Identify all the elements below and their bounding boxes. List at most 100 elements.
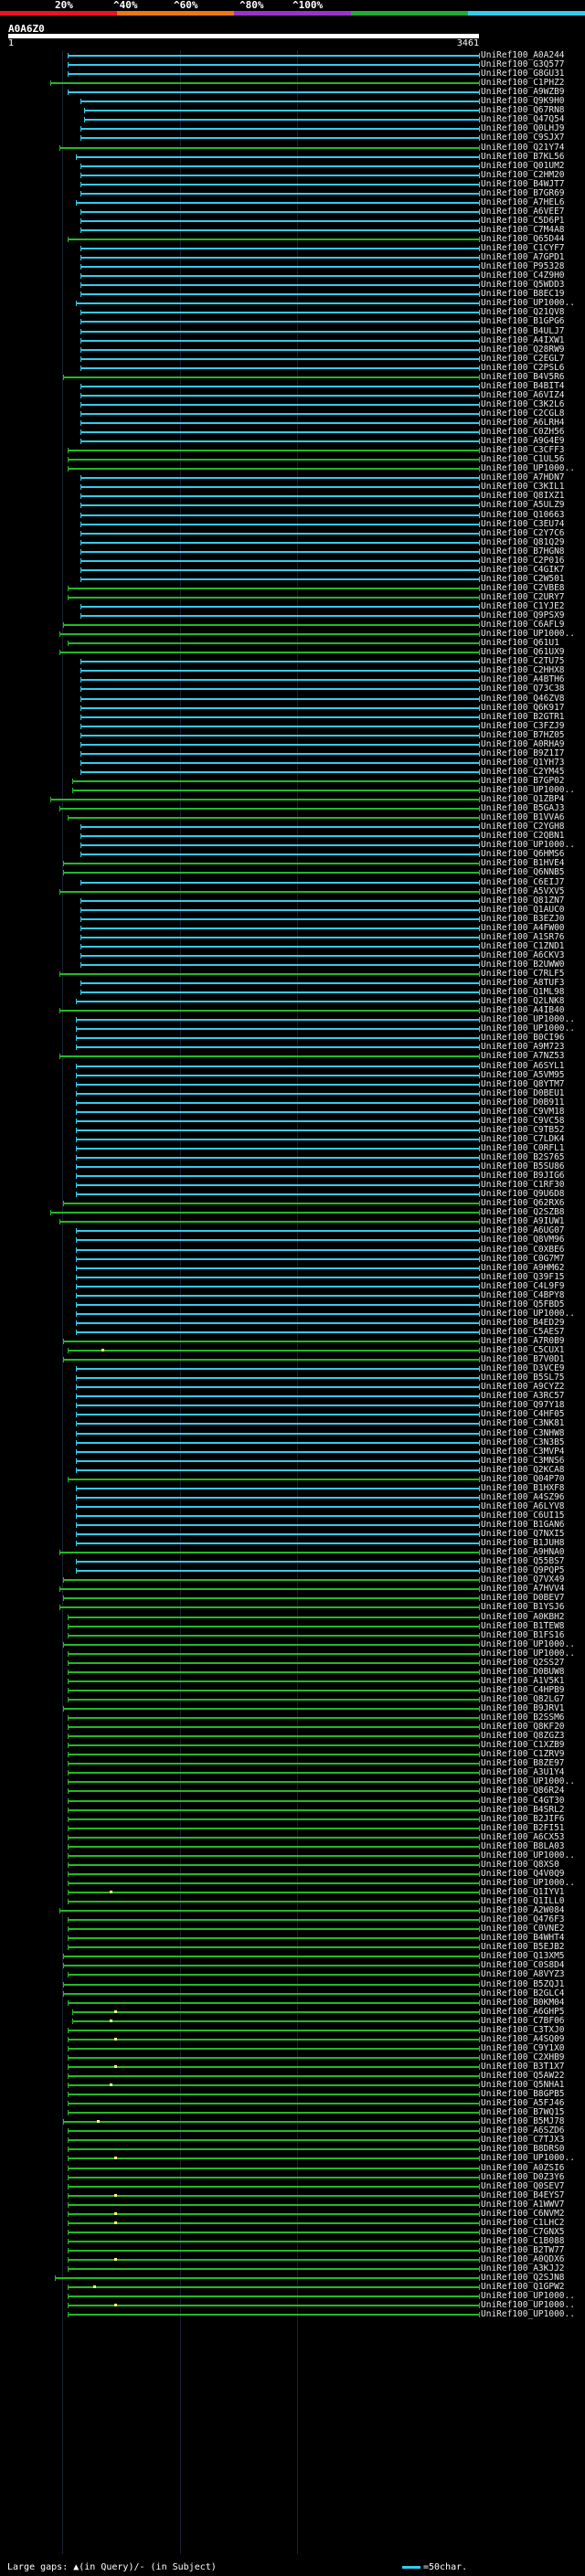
hit-label-link[interactable]: UniRef100_B4WHT4 — [481, 1933, 565, 1944]
hit-alignment-bar[interactable] — [76, 1028, 479, 1031]
hit-label-link[interactable]: UniRef100_A4SZ96 — [481, 1491, 565, 1502]
hit-label-link[interactable]: UniRef100_C3CFF3 — [481, 445, 565, 456]
hit-alignment-bar[interactable] — [68, 1836, 479, 1839]
hit-label-link[interactable]: UniRef100_Q13XM5 — [481, 1951, 565, 1962]
hit-alignment-bar[interactable] — [68, 2148, 479, 2151]
hit-alignment-bar[interactable] — [72, 2010, 479, 2013]
hit-label-link[interactable]: UniRef100_C4L9F9 — [481, 1280, 565, 1291]
hit-alignment-bar[interactable] — [80, 312, 479, 314]
hit-label-link[interactable]: UniRef100_A6VIZ4 — [481, 389, 565, 400]
hit-alignment-bar[interactable] — [68, 2157, 479, 2160]
hit-alignment-bar[interactable] — [76, 1083, 479, 1086]
hit-alignment-bar[interactable] — [63, 1965, 479, 1967]
hit-alignment-bar[interactable] — [59, 146, 479, 149]
hit-label-link[interactable]: UniRef100_A3KJJ2 — [481, 2263, 565, 2274]
hit-label-link[interactable]: UniRef100_C1ZND1 — [481, 940, 565, 951]
hit-label-link[interactable]: UniRef100_Q65D44 — [481, 234, 565, 244]
hit-label-link[interactable]: UniRef100_Q6K917 — [481, 702, 565, 713]
hit-alignment-bar[interactable] — [80, 403, 479, 406]
hit-alignment-bar[interactable] — [76, 1175, 479, 1178]
hit-label-link[interactable]: UniRef100_C0XBE6 — [481, 1244, 565, 1255]
hit-alignment-bar[interactable] — [68, 1652, 479, 1655]
hit-alignment-bar[interactable] — [80, 486, 479, 489]
hit-label-link[interactable]: UniRef100_B5GAJ3 — [481, 803, 565, 814]
hit-label-link[interactable]: UniRef100_A3RC57 — [481, 1391, 565, 1402]
hit-alignment-bar[interactable] — [68, 1625, 479, 1627]
hit-label-link[interactable]: UniRef100_G8GU31 — [481, 69, 565, 80]
hit-alignment-bar[interactable] — [68, 1901, 479, 1903]
hit-alignment-bar[interactable] — [80, 982, 479, 985]
hit-alignment-bar[interactable] — [63, 1597, 479, 1600]
hit-label-link[interactable]: UniRef100_Q1GPW2 — [481, 2282, 565, 2293]
hit-label-link[interactable]: UniRef100_C1LHC2 — [481, 2217, 565, 2228]
hit-alignment-bar[interactable] — [68, 2139, 479, 2142]
hit-alignment-bar[interactable] — [68, 1854, 479, 1857]
hit-alignment-bar[interactable] — [80, 770, 479, 773]
hit-label-link[interactable]: UniRef100_Q9PQP5 — [481, 1565, 565, 1576]
hit-alignment-bar[interactable] — [76, 1138, 479, 1140]
hit-alignment-bar[interactable] — [76, 1101, 479, 1104]
hit-alignment-bar[interactable] — [80, 936, 479, 938]
hit-label-link[interactable]: UniRef100_C9TB52 — [481, 1124, 565, 1135]
hit-label-link[interactable]: UniRef100_C2PSL6 — [481, 362, 565, 373]
hit-label-link[interactable]: UniRef100_C0S8D4 — [481, 1960, 565, 1971]
hit-label-link[interactable]: UniRef100_C1YJE2 — [481, 601, 565, 611]
hit-label-link[interactable]: UniRef100_C2TU75 — [481, 656, 565, 667]
hit-label-link[interactable]: UniRef100_A5VXV5 — [481, 885, 565, 896]
hit-label-link[interactable]: UniRef100_B4EYS7 — [481, 2189, 565, 2200]
hit-label-link[interactable]: UniRef100_B7GP02 — [481, 775, 565, 786]
hit-label-link[interactable]: UniRef100_C5AES7 — [481, 1326, 565, 1337]
hit-alignment-bar[interactable] — [80, 679, 479, 682]
hit-label-link[interactable]: UniRef100_A5ULZ9 — [481, 500, 565, 511]
hit-label-link[interactable]: UniRef100_C3NHW8 — [481, 1427, 565, 1438]
hit-label-link[interactable]: UniRef100_Q46ZV8 — [481, 693, 565, 704]
hit-alignment-bar[interactable] — [80, 366, 479, 369]
hit-label-link[interactable]: UniRef100_Q47Q54 — [481, 114, 565, 125]
hit-label-link[interactable]: UniRef100_Q21QV8 — [481, 307, 565, 318]
hit-label-link[interactable]: UniRef100_B3T1X7 — [481, 2061, 565, 2072]
hit-alignment-bar[interactable] — [59, 1055, 479, 1058]
hit-alignment-bar[interactable] — [80, 504, 479, 507]
hit-label-link[interactable]: UniRef100_Q10663 — [481, 509, 565, 520]
hit-alignment-bar[interactable] — [80, 275, 479, 278]
hit-label-link[interactable]: UniRef100_Q2SJN8 — [481, 2273, 565, 2284]
hit-alignment-bar[interactable] — [68, 2084, 479, 2087]
hit-alignment-bar[interactable] — [76, 1119, 479, 1122]
hit-alignment-bar[interactable] — [76, 1157, 479, 1159]
hit-label-link[interactable]: UniRef100_D0B911 — [481, 1097, 565, 1108]
hit-label-link[interactable]: UniRef100_Q5FBD5 — [481, 1299, 565, 1309]
hit-label-link[interactable]: UniRef100_C1CYF7 — [481, 243, 565, 254]
hit-alignment-bar[interactable] — [68, 2259, 479, 2261]
hit-label-link[interactable]: UniRef100_B5ZQJ1 — [481, 1978, 565, 1989]
hit-label-link[interactable]: UniRef100_B1GPG6 — [481, 316, 565, 327]
hit-alignment-bar[interactable] — [59, 1606, 479, 1609]
hit-alignment-bar[interactable] — [76, 1450, 479, 1453]
hit-alignment-bar[interactable] — [72, 790, 479, 791]
hit-label-link[interactable]: UniRef100_Q1YH73 — [481, 757, 565, 768]
hit-alignment-bar[interactable] — [76, 1487, 479, 1489]
hit-label-link[interactable]: UniRef100_Q1IYV1 — [481, 1887, 565, 1897]
hit-label-link[interactable]: UniRef100_UP1000.. — [481, 840, 575, 851]
hit-label-link[interactable]: UniRef100_A4SQ09 — [481, 2033, 565, 2044]
hit-label-link[interactable]: UniRef100_B2SSM6 — [481, 1712, 565, 1723]
hit-alignment-bar[interactable] — [76, 1294, 479, 1297]
hit-alignment-bar[interactable] — [80, 257, 479, 260]
hit-alignment-bar[interactable] — [80, 844, 479, 847]
hit-label-link[interactable]: UniRef100_Q1AUC0 — [481, 904, 565, 915]
hit-alignment-bar[interactable] — [76, 1037, 479, 1040]
hit-label-link[interactable]: UniRef100_Q81ZN7 — [481, 895, 565, 906]
hit-alignment-bar[interactable] — [76, 1267, 479, 1269]
hit-alignment-bar[interactable] — [63, 624, 479, 627]
hit-label-link[interactable]: UniRef100_Q8KF20 — [481, 1722, 565, 1733]
hit-label-link[interactable]: UniRef100_A1SR76 — [481, 931, 565, 942]
hit-label-link[interactable]: UniRef100_UP1000.. — [481, 1776, 575, 1787]
hit-alignment-bar[interactable] — [68, 1735, 479, 1738]
hit-label-link[interactable]: UniRef100_Q2SS27 — [481, 1657, 565, 1668]
hit-alignment-bar[interactable] — [80, 422, 479, 424]
hit-alignment-bar[interactable] — [68, 2240, 479, 2242]
hit-alignment-bar[interactable] — [68, 2065, 479, 2068]
hit-alignment-bar[interactable] — [76, 1065, 479, 1067]
hit-label-link[interactable]: UniRef100_Q82LG7 — [481, 1693, 565, 1704]
hit-alignment-bar[interactable] — [68, 596, 479, 599]
hit-label-link[interactable]: UniRef100_Q01UM2 — [481, 160, 565, 171]
